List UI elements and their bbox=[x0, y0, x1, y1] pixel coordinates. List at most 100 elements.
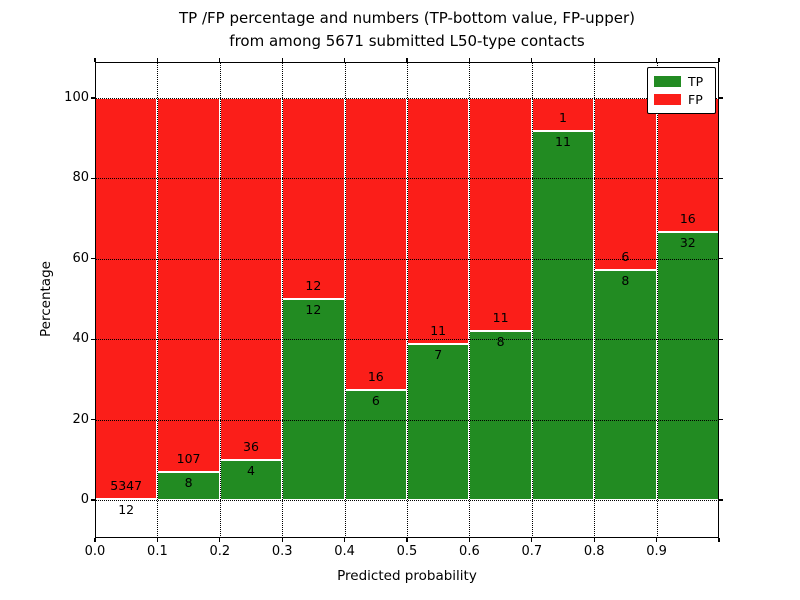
v-gridline bbox=[219, 62, 221, 538]
x-tick-label: 0.2 bbox=[209, 544, 231, 559]
v-gridline bbox=[407, 62, 408, 538]
bar-tp-count-label: 6 bbox=[371, 393, 380, 409]
y-tick-mark bbox=[91, 97, 95, 99]
x-tick-mark bbox=[718, 58, 720, 62]
x-tick-mark bbox=[593, 58, 595, 62]
x-tick-mark bbox=[718, 538, 720, 542]
x-tick-mark bbox=[655, 538, 658, 542]
x-tick-label: 0.7 bbox=[521, 544, 543, 559]
x-tick-mark bbox=[219, 538, 221, 542]
chart-title-line2: from among 5671 submitted L50-type conta… bbox=[229, 31, 585, 50]
x-tick-label: 0.5 bbox=[396, 544, 418, 559]
bar-segment-fp bbox=[656, 98, 719, 232]
bars-layer bbox=[95, 62, 719, 538]
x-tick-mark bbox=[156, 58, 159, 62]
legend-swatch-fp-icon bbox=[654, 94, 681, 106]
x-tick-mark bbox=[94, 58, 96, 62]
y-tick-label: 100 bbox=[64, 90, 89, 105]
bar-tp-count-label: 4 bbox=[247, 462, 255, 478]
y-tick-label: 20 bbox=[72, 411, 89, 427]
bar-segment-fp bbox=[594, 98, 657, 271]
bar-fp-count-label: 107 bbox=[176, 451, 201, 467]
y-tick-label: 80 bbox=[72, 170, 89, 186]
y-tick-mark bbox=[91, 338, 95, 340]
bar-tp-count-label: 8 bbox=[621, 273, 630, 289]
x-tick-label: 0.3 bbox=[271, 544, 293, 559]
y-tick-mark bbox=[719, 258, 723, 260]
legend: TP FP bbox=[647, 67, 716, 114]
x-tick-mark bbox=[343, 538, 346, 542]
x-tick-mark bbox=[531, 538, 533, 542]
y-tick-label: 0 bbox=[80, 492, 89, 507]
bar-fp-count-label: 6 bbox=[621, 249, 630, 265]
x-tick-mark bbox=[281, 58, 283, 62]
v-gridline bbox=[282, 62, 284, 538]
x-axis-label: Predicted probability bbox=[337, 568, 477, 584]
bar-fp-count-label: 5347 bbox=[110, 478, 143, 494]
legend-item-fp: FP bbox=[654, 93, 709, 106]
legend-label-tp: TP bbox=[688, 73, 704, 89]
y-tick-mark bbox=[91, 499, 95, 501]
bar-segment-fp bbox=[219, 98, 283, 460]
bar-fp-count-label: 16 bbox=[679, 210, 696, 226]
x-tick-mark bbox=[655, 58, 658, 62]
x-tick-mark bbox=[406, 58, 408, 62]
x-tick-label: 0.9 bbox=[646, 544, 667, 559]
bar-segment-tp bbox=[407, 343, 470, 500]
bar-fp-count-label: 36 bbox=[243, 438, 259, 454]
y-tick-mark bbox=[719, 418, 723, 421]
x-tick-mark bbox=[531, 58, 533, 62]
y-tick-label: 40 bbox=[72, 331, 89, 347]
v-gridline bbox=[656, 62, 658, 538]
bar-segment-tp bbox=[469, 330, 532, 500]
bar-tp-count-label: 11 bbox=[555, 134, 571, 150]
bar-segment-tp bbox=[594, 270, 657, 500]
x-tick-mark bbox=[406, 538, 408, 542]
bar-segment-tp bbox=[344, 390, 407, 500]
v-gridline bbox=[344, 62, 346, 538]
bar-fp-count-label: 11 bbox=[430, 322, 447, 338]
bar-tp-count-label: 7 bbox=[434, 346, 443, 362]
y-axis-label: Percentage bbox=[38, 261, 54, 337]
legend-label-fp: FP bbox=[688, 92, 703, 108]
x-tick-mark bbox=[219, 58, 221, 62]
v-gridline bbox=[469, 62, 471, 538]
bar-segment-fp bbox=[282, 98, 345, 299]
bar-fp-count-label: 12 bbox=[305, 278, 322, 293]
x-tick-label: 0.4 bbox=[334, 544, 355, 559]
legend-swatch-tp-icon bbox=[654, 75, 681, 87]
y-tick-mark bbox=[719, 97, 723, 99]
x-tick-mark bbox=[281, 538, 283, 542]
x-tick-mark bbox=[468, 538, 471, 542]
x-tick-mark bbox=[343, 58, 346, 62]
bar-fp-count-label: 16 bbox=[367, 369, 384, 385]
bar-tp-count-label: 12 bbox=[118, 502, 135, 518]
bar-segment-tp bbox=[531, 131, 595, 500]
bar-segment-tp bbox=[656, 231, 719, 500]
x-tick-label: 0.0 bbox=[84, 544, 106, 559]
v-gridline bbox=[157, 62, 159, 538]
x-tick-mark bbox=[94, 538, 96, 542]
x-tick-label: 0.1 bbox=[147, 544, 168, 559]
bar-fp-count-label: 1 bbox=[559, 110, 567, 126]
x-tick-mark bbox=[468, 58, 471, 62]
y-tick-mark bbox=[91, 177, 95, 180]
bar-tp-count-label: 8 bbox=[184, 475, 193, 491]
bar-tp-count-label: 32 bbox=[679, 234, 696, 250]
y-tick-label: 60 bbox=[72, 250, 89, 266]
y-tick-mark bbox=[719, 177, 723, 180]
bar-segment-tp bbox=[157, 472, 220, 500]
x-tick-mark bbox=[156, 538, 159, 542]
y-tick-mark bbox=[719, 338, 723, 340]
bar-value-labels-layer: 5347 12 107 8 36 4 12 12 16 6 11 7 11 8 1 11 6 8 16 32 bbox=[95, 62, 719, 538]
bar-tp-count-label: 12 bbox=[305, 302, 322, 317]
bar-fp-count-label: 11 bbox=[492, 309, 509, 325]
chart-title: TP /FP percentage and numbers (TP-bottom… bbox=[95, 7, 719, 52]
bar-tp-count-label: 8 bbox=[496, 333, 505, 349]
v-gridline bbox=[531, 62, 533, 538]
bar-segment-fp bbox=[344, 98, 407, 391]
x-tick-mark bbox=[593, 538, 595, 542]
y-tick-mark bbox=[719, 499, 723, 501]
ticks-layer bbox=[91, 58, 723, 542]
